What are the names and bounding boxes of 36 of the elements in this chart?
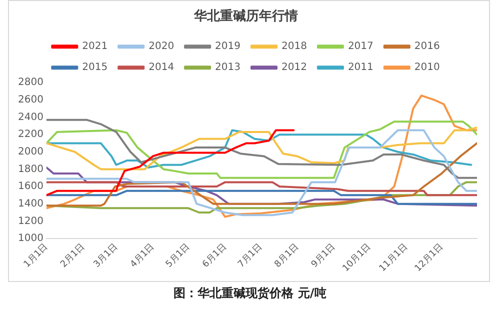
x-tick-label: 1月1日 bbox=[22, 242, 50, 270]
y-tick-label: 2200 bbox=[18, 129, 44, 140]
y-tick-label: 2800 bbox=[18, 77, 44, 88]
y-tick-label: 2000 bbox=[18, 146, 44, 158]
legend-label: 2016 bbox=[414, 41, 440, 52]
x-tick-label: 12月1日 bbox=[413, 242, 446, 274]
x-tick-label: 8月1日 bbox=[273, 242, 301, 270]
y-tick-label: 1400 bbox=[18, 198, 44, 210]
legend-label: 2011 bbox=[348, 62, 374, 74]
y-tick-label: 2400 bbox=[18, 112, 44, 123]
legend-label: 2021 bbox=[82, 41, 108, 52]
y-tick-label: 1800 bbox=[18, 164, 44, 175]
x-tick-label: 7月1日 bbox=[236, 242, 264, 270]
y-tick-label: 1600 bbox=[18, 181, 44, 192]
x-tick-label: 6月1日 bbox=[200, 242, 229, 270]
legend-label: 2010 bbox=[414, 62, 440, 74]
y-tick-label: 1200 bbox=[18, 216, 44, 227]
legend-label: 2018 bbox=[282, 41, 307, 52]
x-tick-label: 2月1日 bbox=[59, 242, 87, 270]
legend-label: 2012 bbox=[282, 62, 307, 74]
x-tick-label: 3月1日 bbox=[92, 242, 120, 270]
x-tick-label: 5月1日 bbox=[164, 242, 192, 270]
legend-label: 2014 bbox=[148, 62, 174, 74]
x-tick-label: 11月1日 bbox=[378, 242, 410, 274]
legend-label: 2017 bbox=[348, 41, 374, 52]
text: 图：华北重碱现货价格 元/吨 bbox=[172, 285, 328, 302]
x-tick-label: 10月1日 bbox=[341, 242, 374, 274]
x-tick-label: 4月1日 bbox=[128, 242, 157, 270]
x-tick-label: 9月1日 bbox=[310, 242, 338, 270]
legend-label: 2019 bbox=[215, 41, 241, 52]
y-tick-label: 1000 bbox=[18, 233, 44, 244]
y-tick-label: 2600 bbox=[18, 94, 44, 106]
legend-label: 2020 bbox=[148, 41, 174, 52]
legend-label: 2015 bbox=[82, 62, 108, 74]
chart-title: 华北重碱历年行情 bbox=[193, 8, 298, 24]
legend-label: 2013 bbox=[215, 62, 241, 74]
